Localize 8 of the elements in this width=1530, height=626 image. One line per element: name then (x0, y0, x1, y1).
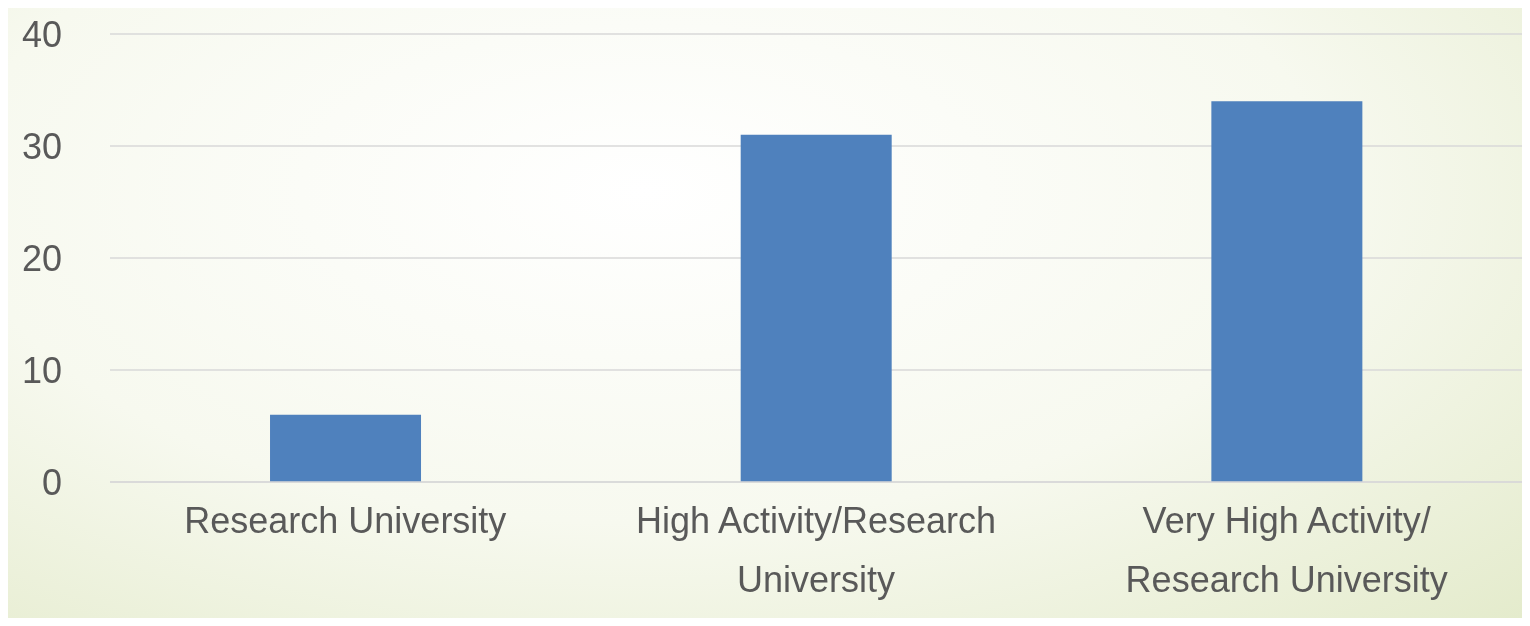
y-tick-label: 30 (21, 125, 62, 167)
y-tick-label: 0 (41, 461, 62, 503)
y-tick-label: 10 (21, 349, 62, 391)
y-tick-label: 20 (21, 237, 62, 279)
x-tick-label: High Activity/Research University (635, 499, 997, 600)
y-tick-label: 40 (21, 13, 62, 55)
x-tick-label: Research University (184, 499, 507, 541)
x-tick-label: Very High Activity/Research University (1125, 499, 1448, 600)
